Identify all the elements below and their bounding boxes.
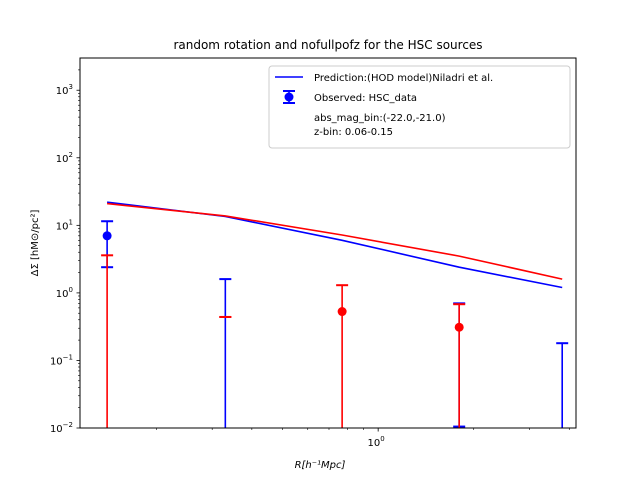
y-tick-exponent: 0 [69,286,73,294]
data-point [102,231,112,241]
legend-label: Prediction:(HOD model)Niladri et al. [314,73,493,84]
chart-title: random rotation and nofullpofz for the H… [173,38,482,52]
y-tick-exponent: −1 [63,353,73,361]
data-point [337,307,347,317]
axes-frame [79,57,577,429]
legend-label: z-bin: 0.06-0.15 [314,127,393,138]
x-tick-exponent: 0 [380,435,384,443]
y-tick-exponent: −2 [63,421,73,429]
y-tick-exponent: 2 [69,151,73,159]
data-point [454,322,464,332]
plot-area [101,201,569,428]
legend-marker [284,92,294,102]
legend-box [268,65,571,149]
series-line-1 [107,202,563,280]
series-group [101,201,569,428]
y-tick-exponent: 1 [69,218,73,226]
y-axis-label: ΔΣ [hM⊙/pc²] [30,210,41,277]
legend-label: abs_mag_bin:(-22.0,-21.0) [314,113,446,124]
legend: Prediction:(HOD model)Niladri et al. Obse… [268,65,571,149]
y-tick-exponent: 3 [69,83,73,91]
legend-label: Observed: HSC_data [314,93,417,104]
x-axis-label: R[h⁻¹Mpc] [295,460,346,471]
